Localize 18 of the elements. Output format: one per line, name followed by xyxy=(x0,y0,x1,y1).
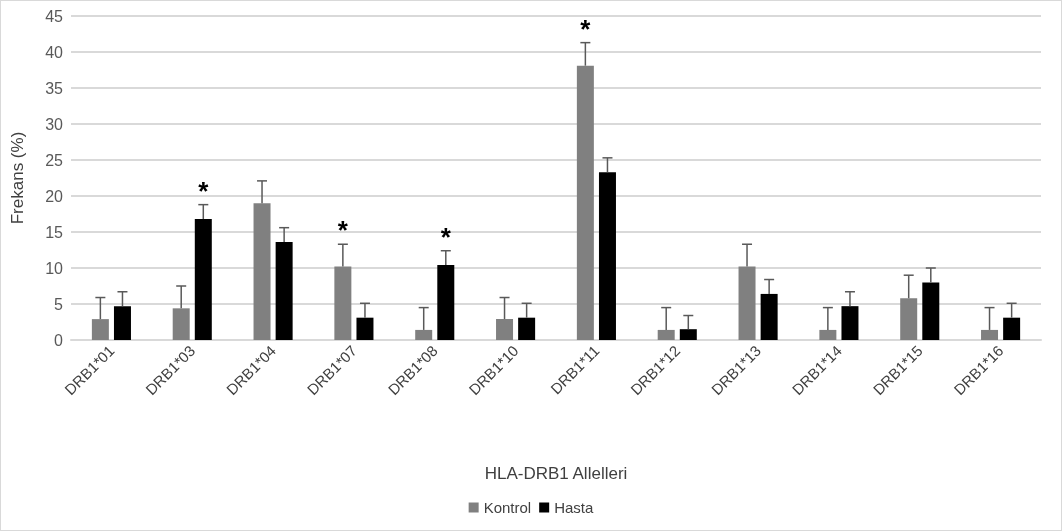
annotation: * xyxy=(440,221,452,252)
y-tick-label: 15 xyxy=(45,223,64,241)
y-tick-label: 0 xyxy=(54,331,64,349)
y-tick-label: 5 xyxy=(54,295,64,313)
annotation: * xyxy=(337,215,349,246)
y-tick-label: 35 xyxy=(45,79,64,97)
annotation: * xyxy=(198,175,210,206)
legend-label: Hasta xyxy=(554,499,595,516)
y-axis-title: Frekans (%) xyxy=(8,131,27,225)
y-tick-label: 45 xyxy=(45,7,64,25)
y-tick-label: 40 xyxy=(45,43,64,61)
x-axis-title: HLA-DRB1 Allelleri xyxy=(484,464,628,483)
annotation: * xyxy=(580,13,592,44)
y-tick-label: 10 xyxy=(45,259,64,277)
legend-label: Kontrol xyxy=(483,499,532,516)
y-tick-label: 25 xyxy=(45,151,64,169)
y-tick-label: 30 xyxy=(45,115,64,133)
y-tick-label: 20 xyxy=(45,187,64,205)
